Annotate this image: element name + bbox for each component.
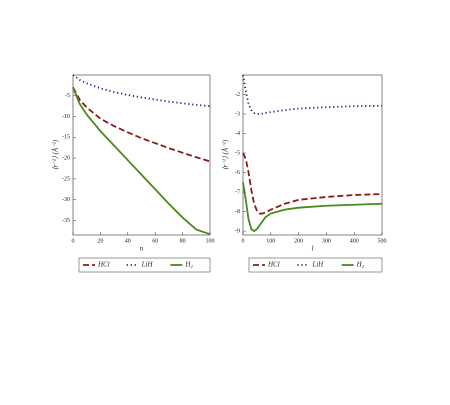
x-tick-label: 200 [294, 238, 303, 244]
legend-box [78, 257, 211, 273]
y-tick-label: -5 [65, 93, 70, 99]
data-line [72, 87, 211, 236]
legend-label: HCl [97, 261, 110, 269]
x-tick-label: 0 [72, 238, 75, 244]
y-tick-label: -7 [235, 189, 240, 195]
y-tick-label: -9 [235, 228, 240, 234]
data-line [242, 74, 383, 115]
y-tick-label: -5 [235, 150, 240, 156]
x-tick-label: 0 [242, 238, 245, 244]
data-line [242, 182, 383, 233]
legend-box [248, 257, 383, 273]
legend-label: H₂ [356, 261, 365, 269]
y-tick-label: -2 [235, 92, 240, 98]
plot-frame [72, 74, 211, 236]
x-tick-label: 20 [97, 238, 103, 244]
legend-label: LiH [311, 261, 324, 269]
data-line [72, 87, 211, 163]
y-tick-label: -35 [62, 218, 70, 224]
x-axis-label: l [312, 245, 314, 253]
data-line [72, 74, 211, 108]
y-tick-label: -4 [235, 131, 240, 137]
x-tick-label: 500 [378, 238, 387, 244]
y-tick-label: -15 [62, 135, 70, 141]
x-tick-label: 40 [125, 238, 131, 244]
y-tick-label: -20 [62, 155, 70, 161]
y-axis-label: ⟨r⁻²⟩ (Å⁻²) [52, 139, 60, 170]
y-tick-label: -8 [235, 209, 240, 215]
legend-label: LiH [141, 261, 154, 269]
x-tick-label: 100 [206, 238, 215, 244]
y-tick-label: -25 [62, 176, 70, 182]
x-tick-label: 60 [152, 238, 158, 244]
y-tick-label: -10 [62, 114, 70, 120]
y-tick-label: -30 [62, 197, 70, 203]
y-tick-label: -6 [235, 170, 240, 176]
y-axis-label: ⟨r⁻²⟩ (Å⁻²) [222, 139, 230, 170]
y-tick-label: -3 [235, 111, 240, 117]
x-axis-label: n [140, 245, 144, 253]
legend-label: H₂ [184, 261, 193, 269]
x-tick-label: 300 [322, 238, 331, 244]
x-tick-label: 100 [266, 238, 275, 244]
legend-label: HCl [267, 261, 280, 269]
plot-frame [242, 74, 383, 236]
x-tick-label: 80 [180, 238, 186, 244]
data-line [242, 152, 383, 215]
x-tick-label: 400 [350, 238, 359, 244]
